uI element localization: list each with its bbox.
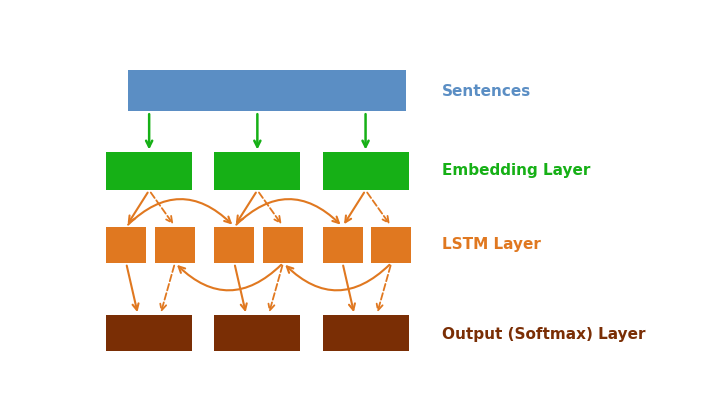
FancyBboxPatch shape [322, 153, 409, 191]
FancyBboxPatch shape [214, 153, 301, 191]
FancyBboxPatch shape [322, 315, 409, 351]
FancyBboxPatch shape [128, 71, 406, 112]
Text: Embedding Layer: Embedding Layer [442, 163, 590, 178]
FancyArrowPatch shape [178, 265, 281, 291]
FancyBboxPatch shape [106, 153, 192, 191]
FancyBboxPatch shape [106, 227, 146, 263]
Text: LSTM Layer: LSTM Layer [442, 237, 541, 252]
Text: Output (Softmax) Layer: Output (Softmax) Layer [442, 326, 645, 341]
FancyBboxPatch shape [214, 227, 254, 263]
Text: Sentences: Sentences [442, 84, 531, 99]
FancyBboxPatch shape [155, 227, 195, 263]
FancyBboxPatch shape [372, 227, 411, 263]
FancyArrowPatch shape [128, 200, 231, 225]
FancyArrowPatch shape [236, 200, 339, 225]
FancyBboxPatch shape [106, 315, 192, 351]
FancyBboxPatch shape [322, 227, 362, 263]
FancyBboxPatch shape [263, 227, 303, 263]
FancyArrowPatch shape [287, 265, 390, 291]
FancyBboxPatch shape [214, 315, 301, 351]
